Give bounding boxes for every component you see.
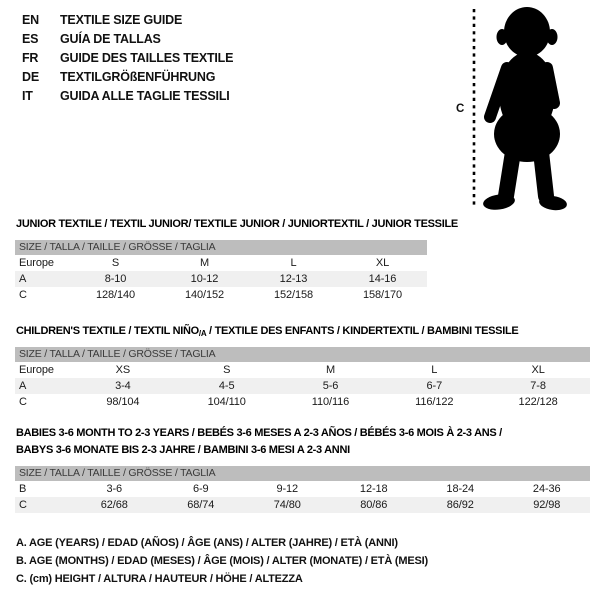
age-cell: 3-6 bbox=[106, 483, 123, 495]
age-cell: 12-13 bbox=[279, 273, 308, 285]
table-row-europe: Europe S M L XL bbox=[15, 255, 427, 271]
row-label: Europe bbox=[19, 364, 54, 376]
size-cell: M bbox=[325, 364, 336, 376]
table-row-age: A 3-4 4-5 5-6 6-7 7-8 bbox=[15, 378, 590, 394]
language-title: GUIDA ALLE TAGLIE TESSILI bbox=[60, 89, 230, 103]
title-line: BABIES 3-6 MONTH TO 2-3 YEARS / BEBÉS 3-… bbox=[16, 427, 502, 439]
height-cell: 110/116 bbox=[311, 396, 350, 408]
age-cell: 6-7 bbox=[426, 380, 443, 392]
language-row: DE TEXTILGRÖßENFÜHRUNG bbox=[22, 68, 233, 87]
legend-line-height: C. (cm) HEIGHT / ALTURA / HAUTEUR / HÖHE… bbox=[16, 573, 303, 585]
children-table-title: CHILDREN'S TEXTILE / TEXTIL NIÑO/A / TEX… bbox=[16, 323, 519, 342]
height-marker-label: C bbox=[456, 103, 465, 115]
age-cell: 10-12 bbox=[190, 273, 219, 285]
language-row: ES GUÍA DE TALLAS bbox=[22, 30, 233, 49]
table-row-height: C 128/140 140/152 152/158 158/170 bbox=[15, 287, 427, 303]
height-cell: 140/152 bbox=[184, 289, 225, 301]
language-title: GUIDE DES TAILLES TEXTILE bbox=[60, 51, 234, 65]
title-text: / TEXTILE DES ENFANTS / KINDERTEXTIL / B… bbox=[206, 325, 519, 337]
babies-table-title: BABIES 3-6 MONTH TO 2-3 YEARS / BEBÉS 3-… bbox=[16, 425, 502, 459]
language-code: DE bbox=[22, 70, 39, 84]
language-code: ES bbox=[22, 32, 39, 46]
height-cell: 122/128 bbox=[518, 396, 558, 408]
size-header-band: SIZE / TALLA / TAILLE / GRÖSSE / TAGLIA bbox=[15, 240, 427, 255]
size-header-band: SIZE / TALLA / TAILLE / GRÖSSE / TAGLIA bbox=[15, 347, 590, 362]
height-cell: 92/98 bbox=[533, 499, 561, 511]
legend: A. AGE (YEARS) / EDAD (AÑOS) / ÂGE (ANS)… bbox=[16, 534, 428, 588]
language-title: TEXTILE SIZE GUIDE bbox=[60, 13, 183, 27]
height-cell: 80/86 bbox=[360, 499, 388, 511]
junior-table-title: JUNIOR TEXTILE / TEXTIL JUNIOR/ TEXTILE … bbox=[16, 218, 458, 230]
size-cell: XS bbox=[115, 364, 131, 376]
table-row-age: A 8-10 10-12 12-13 14-16 bbox=[15, 271, 427, 287]
language-title-list: EN TEXTILE SIZE GUIDE ES GUÍA DE TALLAS … bbox=[22, 11, 233, 106]
height-cell: 158/170 bbox=[362, 289, 403, 301]
language-row: FR GUIDE DES TAILLES TEXTILE bbox=[22, 49, 233, 68]
junior-size-table: SIZE / TALLA / TAILLE / GRÖSSE / TAGLIA … bbox=[15, 240, 427, 303]
size-cell: XL bbox=[531, 364, 545, 376]
height-cell: 62/68 bbox=[100, 499, 128, 511]
age-cell: 5-6 bbox=[322, 380, 339, 392]
language-code: EN bbox=[22, 13, 39, 27]
size-cell: S bbox=[111, 257, 120, 269]
height-cell: 68/74 bbox=[187, 499, 215, 511]
title-subscript: /A bbox=[198, 329, 207, 338]
row-label: C bbox=[19, 499, 27, 511]
title-line: BABYS 3-6 MONATE BIS 2-3 JAHRE / BAMBINI… bbox=[16, 444, 350, 456]
age-cell: 24-36 bbox=[532, 483, 561, 495]
age-cell: 6-9 bbox=[192, 483, 209, 495]
table-row-europe: Europe XS S M L XL bbox=[15, 362, 590, 378]
age-cell: 12-18 bbox=[359, 483, 388, 495]
size-cell: L bbox=[290, 257, 297, 269]
language-code: FR bbox=[22, 51, 39, 65]
language-title: TEXTILGRÖßENFÜHRUNG bbox=[60, 70, 216, 84]
language-row: EN TEXTILE SIZE GUIDE bbox=[22, 11, 233, 30]
baby-silhouette-icon bbox=[472, 7, 567, 211]
age-cell: 8-10 bbox=[104, 273, 127, 285]
size-cell: S bbox=[223, 364, 231, 376]
row-label: A bbox=[19, 380, 27, 392]
age-cell: 14-16 bbox=[368, 273, 397, 285]
size-header-band: SIZE / TALLA / TAILLE / GRÖSSE / TAGLIA bbox=[15, 466, 590, 481]
height-cell: 104/110 bbox=[207, 396, 246, 408]
age-cell: 18-24 bbox=[446, 483, 475, 495]
toddler-silhouette bbox=[483, 7, 567, 211]
row-label: Europe bbox=[19, 257, 54, 269]
size-cell: XL bbox=[375, 257, 390, 269]
height-cell: 74/80 bbox=[273, 499, 301, 511]
age-cell: 9-12 bbox=[276, 483, 299, 495]
size-cell: M bbox=[199, 257, 210, 269]
title-text: CHILDREN'S TEXTILE / TEXTIL NIÑO bbox=[16, 325, 199, 337]
age-cell: 7-8 bbox=[530, 380, 546, 392]
age-cell: 3-4 bbox=[115, 380, 131, 392]
table-row-height: C 62/68 68/74 74/80 80/86 86/92 92/98 bbox=[15, 497, 590, 513]
babies-size-table: SIZE / TALLA / TAILLE / GRÖSSE / TAGLIA … bbox=[15, 466, 590, 513]
height-cell: 116/122 bbox=[415, 396, 454, 408]
language-code: IT bbox=[22, 89, 33, 103]
height-cell: 98/104 bbox=[106, 396, 140, 408]
language-row: IT GUIDA ALLE TAGLIE TESSILI bbox=[22, 87, 233, 106]
height-cell: 128/140 bbox=[95, 289, 136, 301]
row-label: B bbox=[19, 483, 27, 495]
size-cell: L bbox=[431, 364, 438, 376]
row-label: C bbox=[19, 289, 27, 301]
age-cell: 4-5 bbox=[218, 380, 235, 392]
row-label: C bbox=[19, 396, 27, 408]
legend-line-age-years: A. AGE (YEARS) / EDAD (AÑOS) / ÂGE (ANS)… bbox=[16, 537, 398, 549]
table-row-age-months: B 3-6 6-9 9-12 12-18 18-24 24-36 bbox=[15, 481, 590, 497]
height-cell: 86/92 bbox=[446, 499, 474, 511]
language-title: GUÍA DE TALLAS bbox=[60, 32, 161, 46]
table-row-height: C 98/104 104/110 110/116 116/122 122/128 bbox=[15, 394, 590, 410]
height-cell: 152/158 bbox=[273, 289, 314, 301]
legend-line-age-months: B. AGE (MONTHS) / EDAD (MESES) / ÂGE (MO… bbox=[16, 555, 428, 567]
children-size-table: SIZE / TALLA / TAILLE / GRÖSSE / TAGLIA … bbox=[15, 347, 590, 410]
row-label: A bbox=[19, 273, 27, 285]
